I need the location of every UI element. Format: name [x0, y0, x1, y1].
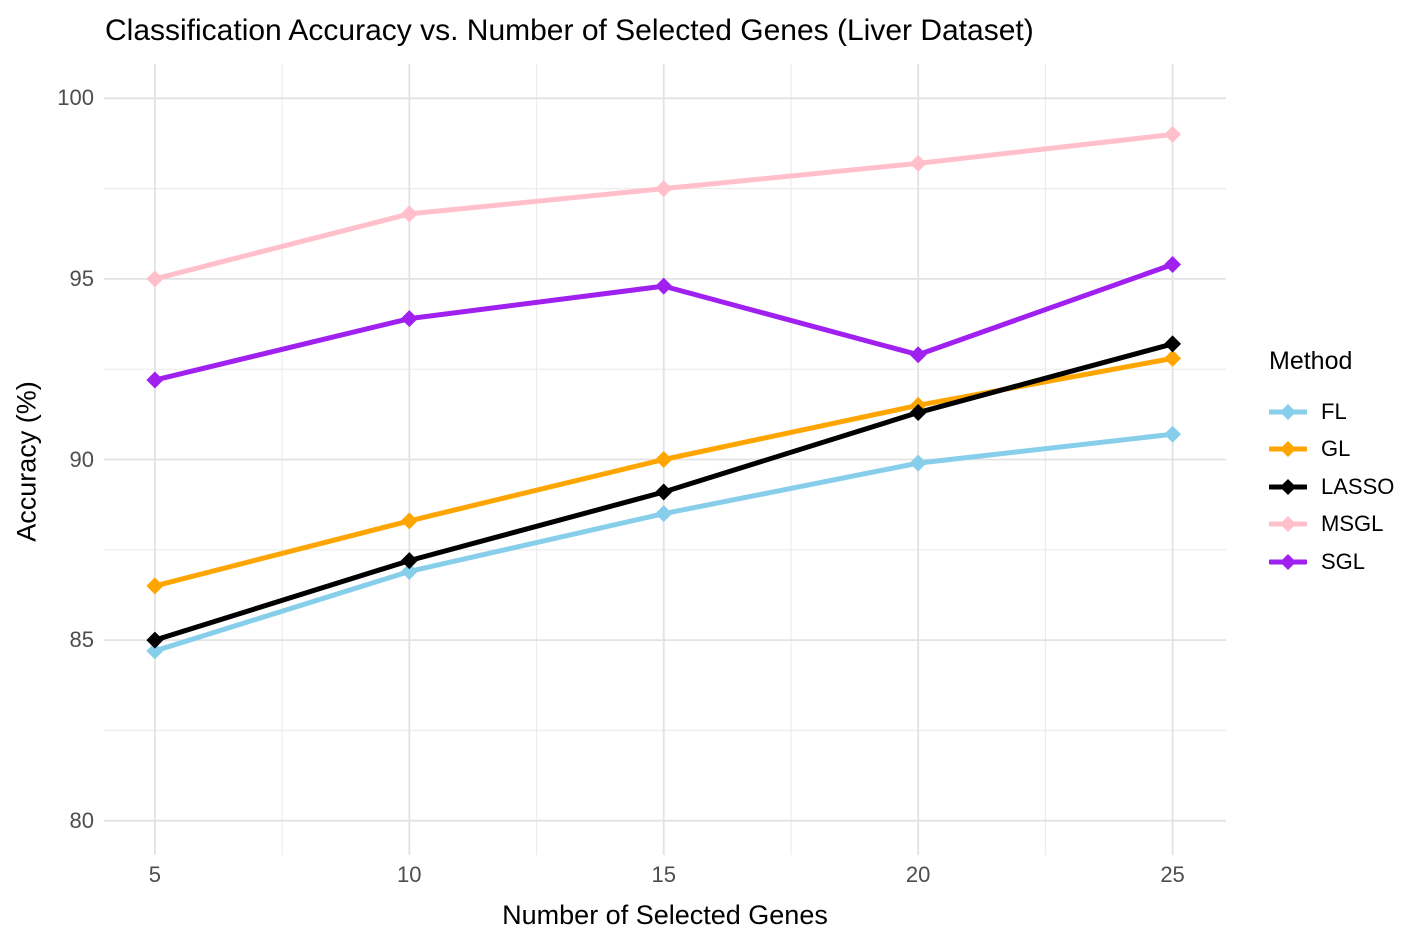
point-GL-5: [146, 577, 164, 595]
legend-item-GL: GL: [1269, 431, 1394, 469]
point-LASSO-15: [655, 483, 673, 501]
legend-items: FL GL LASSO MSGL SGL: [1269, 393, 1394, 581]
point-MSGL-20: [909, 154, 927, 172]
x-axis-title: Number of Selected Genes: [502, 900, 828, 930]
point-FL-10: [400, 562, 418, 580]
y-tick-label: 85: [69, 627, 94, 653]
point-MSGL-10: [400, 205, 418, 223]
y-tick-label: 80: [69, 807, 94, 833]
point-LASSO-20: [909, 404, 927, 422]
legend-key-icon: [1269, 516, 1307, 533]
point-MSGL-5: [146, 270, 164, 288]
point-MSGL-15: [655, 180, 673, 198]
legend-item-label: SGL: [1321, 548, 1366, 574]
y-tick-label: 100: [57, 85, 94, 111]
y-tick-label: 95: [69, 265, 94, 291]
legend-key-diamond: [1280, 403, 1296, 420]
legend-item-label: LASSO: [1321, 473, 1395, 499]
point-FL-5: [146, 642, 164, 660]
y-tick-label: 90: [69, 446, 94, 472]
legend-item-label: GL: [1321, 436, 1351, 462]
legend-key-diamond: [1280, 441, 1296, 458]
legend-title: Method: [1269, 347, 1353, 375]
legend-key-diamond: [1280, 516, 1296, 533]
point-LASSO-5: [146, 631, 164, 649]
legend-key-icon: [1269, 403, 1307, 420]
legend-item-FL: FL: [1269, 393, 1394, 431]
point-MSGL-25: [1164, 125, 1182, 143]
point-FL-15: [655, 505, 673, 523]
chart-title: Classification Accuracy vs. Number of Se…: [105, 14, 1034, 47]
legend-item-label: MSGL: [1321, 511, 1384, 537]
x-tick-label: 15: [651, 862, 676, 887]
legend-item-SGL: SGL: [1269, 543, 1394, 581]
x-tick-label: 5: [148, 862, 161, 887]
legend-item-MSGL: MSGL: [1269, 506, 1394, 544]
x-tick-label: 10: [397, 862, 422, 887]
legend-key-diamond: [1280, 553, 1296, 570]
x-tick-label: 25: [1160, 862, 1185, 887]
point-GL-25: [1164, 349, 1182, 367]
point-SGL-5: [146, 371, 164, 389]
point-FL-20: [909, 454, 927, 472]
legend: Method FL GL LASSO MSGL SGL: [1269, 347, 1394, 581]
point-SGL-20: [909, 346, 927, 364]
legend-key-icon: [1269, 553, 1307, 570]
x-tick-label: 20: [905, 862, 931, 887]
legend-key-diamond: [1280, 478, 1296, 495]
legend-item-LASSO: LASSO: [1269, 468, 1394, 506]
point-LASSO-10: [400, 552, 418, 570]
legend-item-label: FL: [1321, 398, 1347, 424]
legend-key-icon: [1269, 441, 1307, 458]
legend-key-icon: [1269, 478, 1307, 495]
point-FL-25: [1164, 425, 1182, 443]
point-SGL-10: [400, 310, 418, 328]
point-GL-15: [655, 451, 673, 468]
point-LASSO-25: [1164, 335, 1182, 353]
point-SGL-15: [655, 277, 673, 295]
point-SGL-25: [1164, 255, 1182, 273]
point-GL-10: [400, 512, 418, 530]
